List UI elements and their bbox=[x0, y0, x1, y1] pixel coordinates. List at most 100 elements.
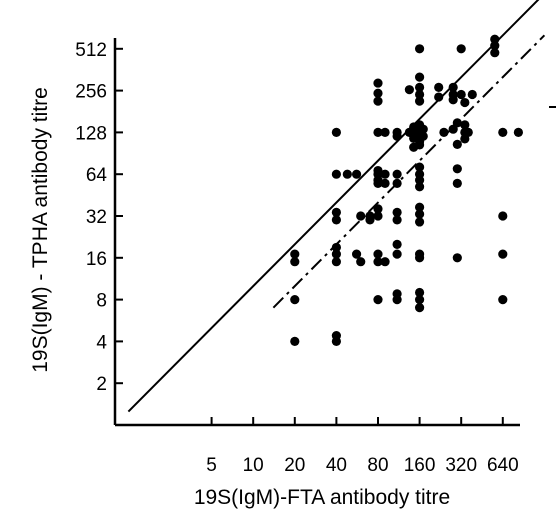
x-tick-label: 80 bbox=[367, 455, 388, 476]
x-tick-label: 10 bbox=[243, 455, 264, 476]
data-point bbox=[448, 89, 458, 100]
data-point bbox=[351, 249, 362, 259]
data-point bbox=[356, 211, 366, 221]
data-point bbox=[452, 253, 462, 263]
data-point bbox=[498, 211, 508, 221]
data-point bbox=[365, 211, 375, 221]
x-tick-label: 40 bbox=[326, 455, 347, 476]
data-point bbox=[452, 164, 462, 174]
data-point bbox=[373, 78, 383, 88]
dash-dot-line bbox=[272, 34, 546, 309]
data-point bbox=[414, 162, 425, 172]
data-point bbox=[452, 178, 462, 188]
data-points bbox=[290, 34, 523, 346]
data-point bbox=[498, 295, 508, 305]
data-point bbox=[331, 207, 341, 217]
data-point bbox=[414, 217, 425, 227]
data-point bbox=[290, 295, 300, 305]
data-point bbox=[418, 124, 428, 134]
data-point bbox=[414, 89, 425, 100]
y-tick-label: 32 bbox=[86, 207, 107, 228]
data-point bbox=[414, 82, 425, 92]
x-tick-label: 5 bbox=[206, 455, 217, 476]
x-tick-label: 20 bbox=[284, 455, 305, 476]
y-tick-label: 8 bbox=[96, 291, 107, 312]
data-point bbox=[513, 127, 523, 137]
data-point bbox=[331, 242, 341, 253]
data-point bbox=[373, 127, 383, 137]
data-point bbox=[331, 249, 341, 259]
plot-area bbox=[113, 0, 556, 427]
data-point bbox=[414, 96, 425, 106]
data-point bbox=[290, 249, 300, 259]
data-point bbox=[356, 257, 366, 267]
equality-line bbox=[127, 0, 540, 413]
data-point bbox=[392, 249, 402, 259]
data-point bbox=[452, 118, 462, 128]
data-point bbox=[392, 207, 402, 217]
data-point bbox=[414, 303, 425, 313]
data-point bbox=[456, 44, 466, 54]
data-point bbox=[331, 257, 341, 267]
y-tick-label: 16 bbox=[86, 249, 107, 270]
data-point bbox=[418, 131, 428, 141]
data-point bbox=[460, 120, 470, 130]
data-point bbox=[380, 169, 390, 179]
data-point bbox=[392, 239, 402, 249]
data-point bbox=[380, 127, 390, 137]
y-tick-label: 256 bbox=[75, 82, 107, 103]
data-point bbox=[392, 127, 402, 137]
data-point bbox=[439, 127, 449, 137]
data-point bbox=[380, 178, 390, 188]
x-axis-title: 19S(IgM)-FTA antibody titre bbox=[194, 486, 450, 509]
data-point bbox=[373, 96, 383, 106]
data-point bbox=[490, 34, 500, 44]
data-point bbox=[331, 127, 341, 137]
data-point bbox=[498, 127, 508, 137]
data-point bbox=[373, 204, 383, 214]
x-tick-label: 160 bbox=[404, 455, 436, 476]
data-point bbox=[351, 169, 362, 179]
x-axis-ticks: 5 10 20 40 80 160 320 640 bbox=[206, 417, 519, 476]
data-point bbox=[414, 72, 425, 82]
data-point bbox=[373, 249, 383, 259]
data-point bbox=[490, 48, 500, 58]
data-point bbox=[434, 92, 444, 102]
data-point bbox=[392, 178, 402, 188]
y-tick-label: 2 bbox=[96, 374, 107, 395]
y-tick-label: 128 bbox=[75, 123, 107, 144]
data-point bbox=[392, 289, 402, 299]
data-point bbox=[373, 88, 383, 98]
data-point bbox=[392, 169, 402, 179]
data-point bbox=[448, 82, 458, 92]
data-point bbox=[434, 82, 444, 92]
data-point bbox=[414, 202, 425, 212]
x-tick-label: 640 bbox=[487, 455, 519, 476]
data-point bbox=[414, 209, 425, 219]
data-point bbox=[414, 249, 425, 259]
data-point bbox=[463, 127, 473, 137]
data-point bbox=[373, 295, 383, 305]
y-axis-title: 19S(IgM) - TPHA antibody titre bbox=[29, 87, 52, 373]
data-point bbox=[331, 169, 341, 179]
data-point bbox=[331, 331, 341, 341]
data-point bbox=[414, 44, 425, 54]
y-tick-label: 512 bbox=[75, 40, 107, 61]
x-tick-label: 320 bbox=[445, 455, 477, 476]
data-point bbox=[373, 165, 383, 176]
data-point bbox=[498, 249, 508, 259]
data-point bbox=[373, 211, 383, 221]
data-point bbox=[414, 182, 425, 192]
data-point bbox=[290, 257, 300, 267]
y-tick-label: 4 bbox=[96, 332, 107, 353]
data-point bbox=[414, 287, 425, 298]
data-point bbox=[467, 89, 477, 100]
y-tick-label: 64 bbox=[86, 165, 108, 186]
data-point bbox=[373, 257, 383, 267]
data-point bbox=[460, 97, 470, 108]
data-point bbox=[414, 169, 425, 179]
data-point bbox=[456, 89, 466, 100]
y-axis-ticks: 2 4 8 16 32 64 128 256 512 bbox=[75, 40, 123, 395]
data-point bbox=[331, 215, 341, 225]
